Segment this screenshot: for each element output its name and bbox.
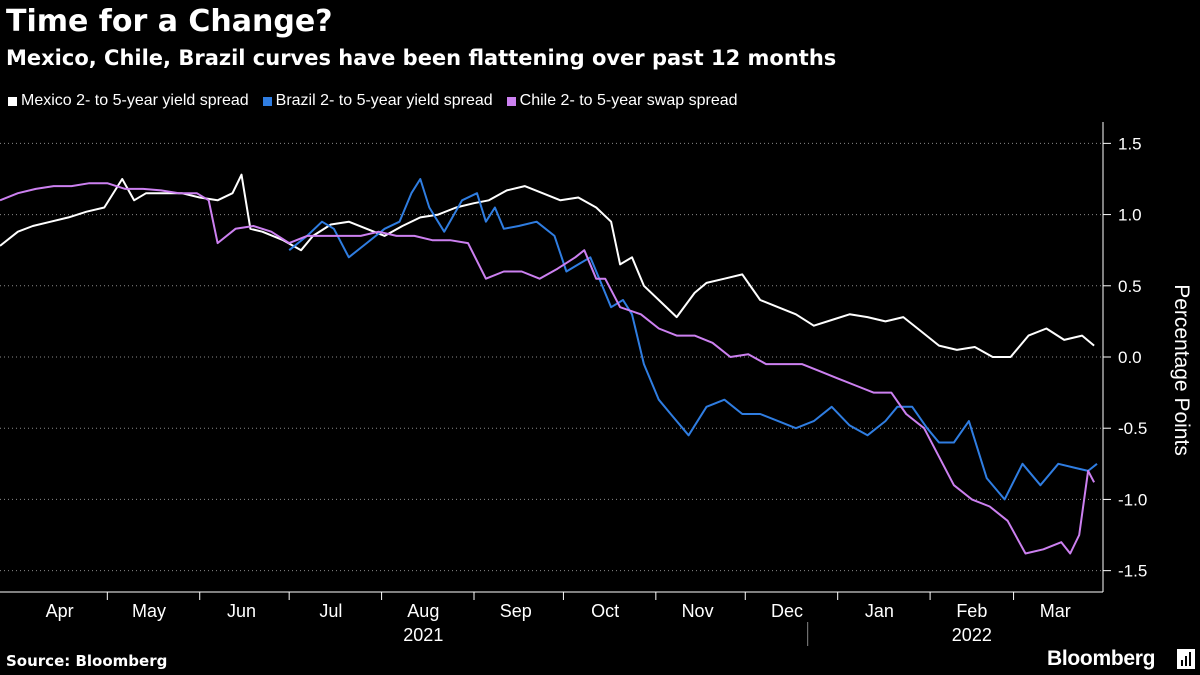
x-tick-label: Feb: [956, 601, 987, 621]
legend-swatch-mexico: [8, 96, 17, 106]
y-axis-title: Percentage Points: [1170, 284, 1193, 456]
legend: Mexico 2- to 5-year yield spread Brazil …: [8, 91, 738, 111]
chart-subtitle: Mexico, Chile, Brazil curves have been f…: [6, 46, 837, 70]
legend-swatch-chile: [506, 96, 516, 106]
x-tick-label: Aug: [407, 601, 439, 621]
x-tick-label: Jul: [319, 601, 342, 621]
y-tick-label: 1.0: [1118, 206, 1142, 225]
x-tick-label: May: [132, 601, 166, 621]
x-tick-label: Apr: [46, 601, 74, 621]
x-tick-label: Nov: [682, 601, 714, 621]
x-tick-label: Oct: [591, 601, 619, 621]
y-tick-label: -1.5: [1118, 562, 1147, 581]
bloomberg-terminal-icon: [1177, 649, 1195, 669]
year-label: 2022: [952, 625, 992, 645]
legend-item-mexico: Mexico 2- to 5-year yield spread: [8, 91, 249, 111]
x-tick-label: Sep: [500, 601, 532, 621]
series-line-mexico: [0, 173, 1095, 358]
bloomberg-logo: Bloomberg: [1047, 647, 1156, 670]
legend-swatch-brazil: [262, 96, 272, 106]
y-tick-label: -0.5: [1118, 419, 1147, 438]
legend-item-brazil: Brazil 2- to 5-year yield spread: [262, 91, 493, 111]
legend-label-chile: Chile 2- to 5-year swap spread: [519, 92, 738, 109]
legend-label-brazil: Brazil 2- to 5-year yield spread: [275, 92, 493, 109]
x-tick-label: Jan: [865, 601, 894, 621]
source-note: Source: Bloomberg: [6, 652, 168, 670]
series-line-brazil: [288, 178, 1098, 501]
series-line-chile: [0, 182, 1095, 555]
year-label: 2021: [403, 625, 443, 645]
x-tick-label: Mar: [1040, 601, 1071, 621]
y-tick-label: 1.5: [1118, 134, 1142, 153]
legend-item-chile: Chile 2- to 5-year swap spread: [506, 91, 738, 111]
chart-title: Time for a Change?: [6, 4, 333, 39]
legend-label-mexico: Mexico 2- to 5-year yield spread: [21, 92, 249, 109]
y-tick-label: 0.5: [1118, 277, 1142, 296]
x-tick-label: Jun: [227, 601, 256, 621]
x-tick-label: Dec: [771, 601, 803, 621]
y-tick-label: -1.0: [1118, 490, 1147, 509]
y-tick-label: 0.0: [1118, 348, 1142, 367]
